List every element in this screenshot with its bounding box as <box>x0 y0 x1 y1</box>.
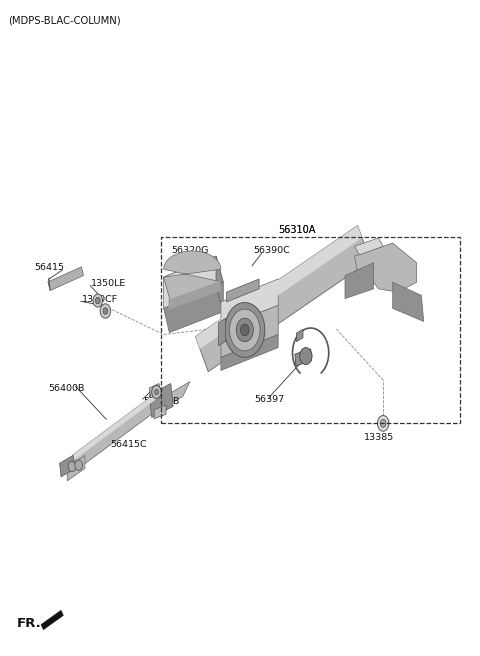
Circle shape <box>380 419 386 427</box>
Polygon shape <box>152 382 190 414</box>
Circle shape <box>377 415 389 431</box>
Polygon shape <box>48 277 50 291</box>
Text: 56310A: 56310A <box>278 225 315 235</box>
Text: 56320G: 56320G <box>171 247 208 255</box>
Polygon shape <box>227 279 259 302</box>
Circle shape <box>93 294 103 307</box>
Polygon shape <box>218 318 226 346</box>
Polygon shape <box>149 384 173 417</box>
Circle shape <box>225 302 265 358</box>
Text: 56400B: 56400B <box>48 384 84 392</box>
Circle shape <box>75 460 83 470</box>
Circle shape <box>236 318 253 342</box>
Polygon shape <box>164 256 216 308</box>
Polygon shape <box>393 282 424 321</box>
Text: 56397: 56397 <box>254 396 285 404</box>
Circle shape <box>155 390 158 395</box>
Polygon shape <box>164 256 223 303</box>
Text: 56310A: 56310A <box>278 225 315 235</box>
Polygon shape <box>41 610 63 630</box>
Circle shape <box>229 309 260 351</box>
Circle shape <box>96 297 100 304</box>
Polygon shape <box>67 455 85 481</box>
Polygon shape <box>221 335 278 371</box>
Polygon shape <box>168 281 221 310</box>
Text: FR.: FR. <box>17 617 41 630</box>
Polygon shape <box>48 267 84 291</box>
Polygon shape <box>154 405 166 419</box>
Circle shape <box>100 304 111 318</box>
Polygon shape <box>345 262 373 298</box>
Circle shape <box>103 308 108 314</box>
Polygon shape <box>195 226 362 349</box>
Polygon shape <box>221 279 278 328</box>
Polygon shape <box>72 393 162 469</box>
Circle shape <box>300 348 312 365</box>
Text: 56415C: 56415C <box>110 440 147 449</box>
Circle shape <box>240 324 249 336</box>
Polygon shape <box>296 329 303 342</box>
Polygon shape <box>216 256 223 312</box>
Text: 1350LE: 1350LE <box>91 279 126 288</box>
Polygon shape <box>195 226 371 372</box>
Text: 56415B: 56415B <box>144 397 180 405</box>
Polygon shape <box>355 243 417 292</box>
Polygon shape <box>355 238 383 255</box>
Text: 1360CF: 1360CF <box>82 295 118 304</box>
Polygon shape <box>60 455 75 477</box>
Text: 13385: 13385 <box>364 433 395 442</box>
Bar <box>161 237 459 422</box>
Polygon shape <box>149 384 161 398</box>
Text: 56415: 56415 <box>34 264 64 272</box>
Text: 56390C: 56390C <box>253 247 290 255</box>
Polygon shape <box>72 393 158 460</box>
Polygon shape <box>221 305 278 358</box>
Polygon shape <box>164 251 223 303</box>
Polygon shape <box>295 349 312 366</box>
Text: (MDPS-BLAC-COLUMN): (MDPS-BLAC-COLUMN) <box>9 16 121 26</box>
Circle shape <box>152 386 161 399</box>
Circle shape <box>68 461 76 472</box>
Polygon shape <box>164 287 223 333</box>
